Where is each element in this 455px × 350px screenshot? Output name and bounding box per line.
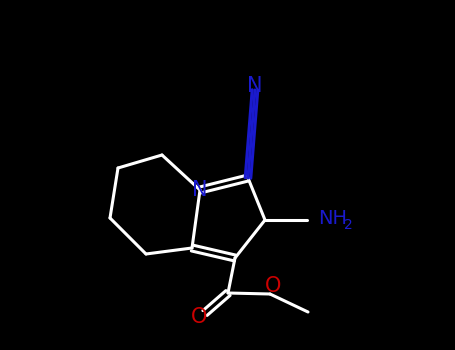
Text: O: O xyxy=(191,307,207,327)
Text: N: N xyxy=(247,76,263,96)
Text: NH: NH xyxy=(318,210,347,229)
Text: 2: 2 xyxy=(344,218,353,232)
Text: N: N xyxy=(192,180,208,200)
Text: O: O xyxy=(265,276,281,296)
